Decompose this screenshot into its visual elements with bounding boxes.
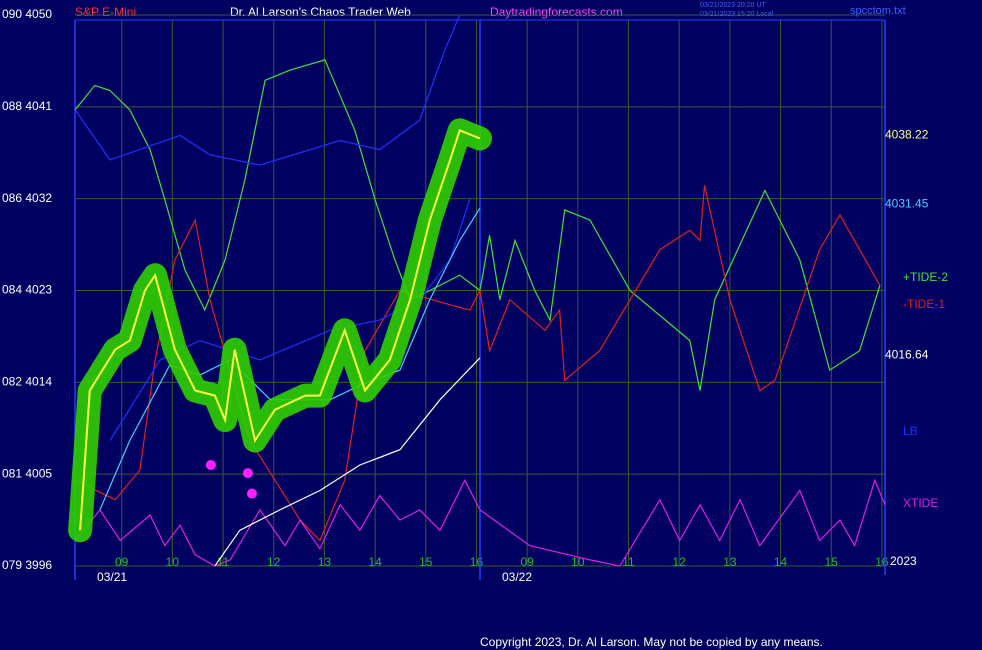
price-label: 4031.45 — [885, 196, 929, 210]
copyright: Copyright 2023, Dr. Al Larson. May not b… — [480, 635, 823, 649]
x-tick-label: 15 — [825, 555, 839, 569]
site: Daytradingforecasts.com — [490, 5, 623, 19]
x-tick-label: 14 — [774, 555, 788, 569]
dot — [205, 459, 216, 470]
x-tick-label: 10 — [166, 555, 180, 569]
x-tick-label: 09 — [115, 555, 129, 569]
y-tick-label: 081 4005 — [2, 466, 52, 480]
x-tick-label: 16 — [470, 555, 484, 569]
series-line — [214, 357, 481, 567]
file-name: spcctom.txt — [850, 5, 906, 17]
year: 2023 — [890, 554, 917, 568]
y-tick-label: 084 4023 — [2, 283, 52, 297]
x-tick-label: 14 — [368, 555, 382, 569]
series-line — [74, 59, 881, 391]
chart-title: Dr. Al Larson's Chaos Trader Web — [230, 5, 411, 19]
y-tick-label: 086 4032 — [2, 191, 52, 205]
dot — [246, 488, 257, 499]
timestamp: 03/21/2023 20:20 UT — [700, 2, 766, 9]
legend-entry: LB — [903, 424, 918, 438]
x-tick-label: 13 — [318, 555, 332, 569]
y-tick-label: 090 4050 — [2, 7, 52, 21]
legend-entry: XTIDE — [903, 496, 938, 510]
legend-entry: -TIDE-1 — [903, 297, 945, 311]
y-tick-label: 082 4014 — [2, 375, 52, 389]
price-label: 4016.64 — [885, 348, 929, 362]
x-tick-label: 09 — [520, 555, 534, 569]
x-tick-label: 10 — [571, 555, 585, 569]
price-label: 4038.22 — [885, 127, 929, 141]
x-tick-label: 15 — [419, 555, 433, 569]
dot — [242, 468, 253, 479]
series-line — [74, 14, 461, 166]
x-tick-label: 11 — [622, 555, 635, 569]
y-tick-label: 088 4041 — [2, 99, 52, 113]
instrument: S&P E-Mini — [75, 5, 136, 19]
series-line — [74, 185, 881, 542]
legend-entry: +TIDE-2 — [903, 270, 948, 284]
series-line — [79, 128, 481, 531]
x-tick-label: 12 — [673, 555, 687, 569]
x-tick-label: 12 — [267, 555, 281, 569]
series-line — [74, 478, 886, 567]
x-tick-label: 13 — [723, 555, 737, 569]
x-tick-label: 16 — [875, 555, 889, 569]
date-label: 03/21 — [97, 570, 127, 584]
timestamp: 03/21/2023 15:20 Local — [700, 11, 774, 18]
date-label: 03/22 — [502, 570, 532, 584]
y-tick-label: 079 3996 — [2, 558, 52, 572]
